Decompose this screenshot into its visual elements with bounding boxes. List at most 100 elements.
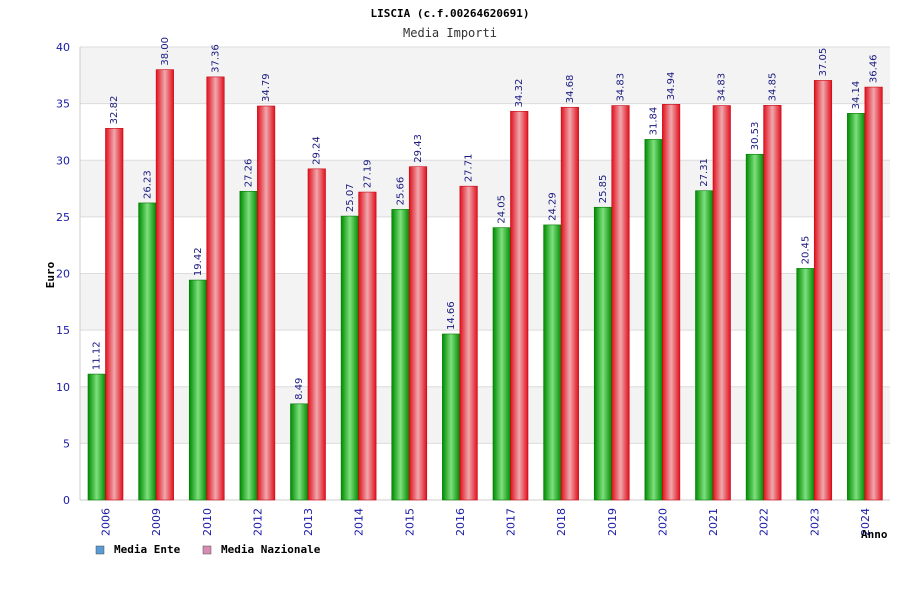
y-tick-label: 25: [56, 211, 70, 224]
data-label: 34.68: [565, 75, 576, 104]
x-tick-label: 2009: [150, 508, 163, 536]
bar-media-nazionale: [662, 104, 681, 501]
legend-swatch-media-nazionale: [202, 545, 212, 555]
bar-media-ente: [188, 279, 208, 501]
data-label: 26.23: [142, 170, 153, 199]
x-tick-label: 2018: [555, 508, 568, 536]
data-label: 19.42: [193, 247, 204, 276]
value-labels: 11.12 32.82 26.23 38.00 19.42 37.36 27.26 34.79…: [92, 37, 880, 400]
data-label: 34.14: [851, 81, 862, 110]
bar-media-ente: [745, 153, 764, 501]
data-label: 32.82: [109, 96, 120, 125]
y-tick-label: 10: [56, 381, 70, 394]
x-axis-ticks: 2006 2009 2010 2012 2013 2014 2015 2016 2017 2018…: [100, 508, 872, 536]
bar-media-nazionale: [105, 128, 124, 501]
data-label: 11.12: [92, 341, 103, 370]
x-tick-label: 2014: [353, 508, 366, 536]
y-tick-label: 35: [56, 98, 70, 111]
legend-swatch-media-ente: [95, 545, 105, 555]
bar-media-ente: [695, 190, 714, 501]
data-label: 29.24: [312, 136, 323, 165]
bar-media-nazionale: [510, 111, 529, 501]
data-label: 29.43: [413, 134, 424, 163]
y-tick-label: 20: [56, 268, 70, 281]
bar-media-nazionale: [155, 69, 174, 501]
bar-media-nazionale: [307, 168, 326, 501]
data-label: 34.83: [616, 73, 627, 102]
bar-media-ente: [340, 215, 359, 501]
x-tick-label: 2022: [758, 508, 771, 536]
legend: Media Ente Media Nazionale: [95, 543, 321, 556]
bars-group: [87, 69, 883, 501]
bar-media-nazionale: [763, 105, 782, 501]
bar-media-nazionale: [864, 86, 883, 501]
x-axis-label: Anno: [861, 528, 888, 541]
bar-media-ente: [644, 139, 663, 501]
bar-media-nazionale: [408, 166, 428, 501]
data-label: 24.29: [547, 192, 558, 221]
data-label: 31.84: [649, 107, 660, 136]
data-label: 8.49: [294, 378, 305, 400]
bar-media-nazionale: [358, 191, 377, 501]
data-label: 34.83: [717, 73, 728, 102]
data-label: 30.53: [750, 122, 761, 151]
chart-title: LISCIA (c.f.00264620691): [371, 7, 530, 20]
bar-media-ente: [87, 373, 106, 501]
bar-media-nazionale: [813, 80, 833, 501]
data-label: 34.79: [261, 73, 272, 102]
bar-media-nazionale: [712, 105, 731, 501]
x-tick-label: 2013: [302, 508, 315, 536]
bar-media-ente: [391, 209, 410, 501]
y-tick-label: 5: [63, 437, 70, 450]
data-label: 27.19: [362, 159, 373, 188]
y-tick-label: 40: [56, 41, 70, 54]
data-label: 27.31: [699, 158, 710, 187]
bar-media-nazionale: [459, 185, 478, 501]
data-label: 27.71: [464, 154, 475, 183]
bar-media-ente: [492, 227, 511, 501]
bar-media-ente: [847, 113, 866, 501]
data-label: 38.00: [160, 37, 171, 66]
data-label: 34.85: [767, 73, 778, 102]
data-label: 25.07: [345, 183, 356, 212]
data-label: 34.32: [514, 79, 525, 108]
legend-label-media-nazionale: Media Nazionale: [221, 543, 321, 556]
y-tick-label: 30: [56, 154, 70, 167]
x-tick-label: 2024: [859, 508, 872, 536]
bar-media-ente: [593, 206, 613, 501]
data-label: 37.36: [211, 44, 222, 73]
bar-media-nazionale: [560, 106, 579, 501]
data-label: 24.05: [497, 195, 508, 224]
y-axis-label: Euro: [44, 261, 57, 288]
data-label: 25.85: [598, 175, 609, 204]
data-label: 36.46: [869, 54, 880, 83]
x-tick-label: 2006: [100, 508, 113, 536]
legend-label-media-ente: Media Ente: [114, 543, 181, 556]
data-label: 25.66: [396, 177, 407, 206]
bar-media-ente: [543, 224, 562, 501]
bar-media-ente: [239, 190, 258, 501]
data-label: 14.66: [446, 301, 457, 330]
x-tick-label: 2015: [403, 508, 416, 536]
x-tick-label: 2010: [201, 508, 214, 536]
x-tick-label: 2020: [656, 508, 669, 536]
y-axis-ticks: 0 5 10 15 20 25 30 35 40: [56, 41, 70, 507]
data-label: 27.26: [244, 159, 255, 188]
data-label: 20.45: [801, 236, 812, 265]
x-tick-label: 2023: [808, 508, 821, 536]
bar-media-ente: [442, 333, 461, 501]
bar-media-nazionale: [257, 105, 276, 501]
y-tick-label: 0: [63, 494, 70, 507]
y-tick-label: 15: [56, 324, 70, 337]
x-tick-label: 2019: [606, 508, 619, 536]
bar-media-ente: [796, 268, 815, 501]
data-label: 37.05: [818, 48, 829, 77]
bar-media-ente: [290, 403, 309, 501]
x-tick-label: 2012: [251, 508, 264, 536]
bar-media-ente: [138, 202, 157, 501]
data-label: 34.94: [666, 72, 677, 101]
x-tick-label: 2016: [454, 508, 467, 536]
bar-media-nazionale: [611, 105, 630, 501]
chart-subtitle: Media Importi: [403, 26, 497, 40]
